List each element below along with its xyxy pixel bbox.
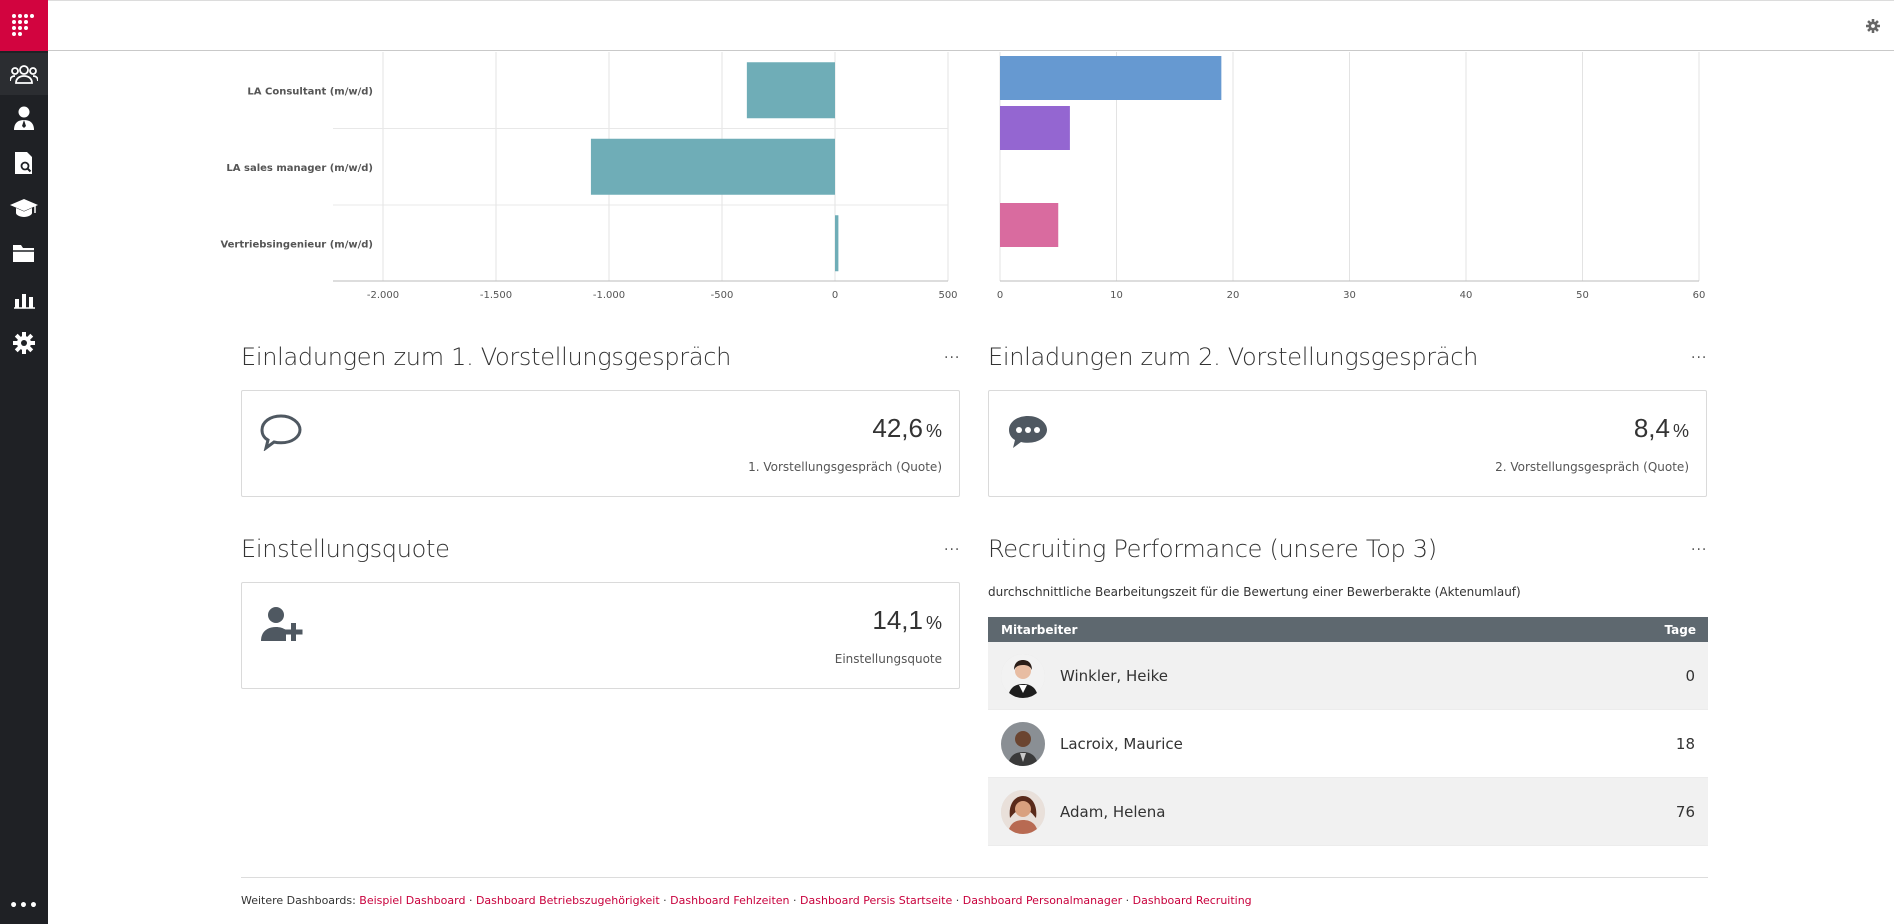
column-header-days: Tage — [1664, 622, 1696, 637]
sidebar: ••• — [0, 0, 48, 924]
avatar — [1001, 790, 1045, 834]
kpi-value-interview2: 8,4% — [1633, 413, 1689, 443]
widget-menu-recruiting-performance[interactable]: ... — [1691, 538, 1708, 554]
x-tick-label: 10 — [1110, 290, 1123, 301]
widget-title-recruiting-performance: Recruiting Performance (unsere Top 3) — [988, 535, 1437, 563]
footer-divider — [241, 877, 1708, 878]
kpi-value-hiring-rate: 14,1% — [872, 605, 942, 635]
widget-title-interview2: Einladungen zum 2. Vorstellungsgespräch — [988, 343, 1479, 371]
footer-link-recruiting[interactable]: Dashboard Recruiting — [1132, 894, 1252, 907]
footer-separator: · — [1125, 894, 1130, 907]
sidebar-item-settings[interactable] — [0, 322, 48, 364]
folder-icon — [13, 245, 34, 262]
footer-link-personalmanager[interactable]: Dashboard Personalmanager — [962, 894, 1123, 907]
employee-photo-icon — [1001, 722, 1045, 766]
performance-table: Mitarbeiter Tage Winkler, Heike 0 Lacroi… — [988, 617, 1708, 846]
employee-name: Lacroix, Maurice — [1060, 734, 1183, 753]
sidebar-item-documents[interactable] — [0, 142, 48, 184]
table-row[interactable]: Lacroix, Maurice 18 — [988, 710, 1708, 778]
employee-photo-icon — [1001, 654, 1045, 698]
footer-separator: · — [955, 894, 960, 907]
footer-prefix: Weitere Dashboards: — [241, 894, 356, 907]
sidebar-item-training[interactable] — [0, 187, 48, 229]
kpi-card-hiring-rate: 14,1% Einstellungsquote — [241, 582, 960, 689]
widget-description: durchschnittliche Bearbeitungszeit für d… — [988, 585, 1521, 599]
bar — [590, 138, 835, 195]
x-tick-label: 50 — [1576, 290, 1589, 301]
kpi-card-interview2: 8,4% 2. Vorstellungsgespräch (Quote) — [988, 390, 1707, 497]
bar — [1000, 56, 1222, 100]
kpi-label-interview1: 1. Vorstellungsgespräch (Quote) — [748, 460, 942, 474]
x-tick-label: 30 — [1343, 290, 1356, 301]
sidebar-item-users[interactable] — [0, 53, 48, 95]
x-tick-label: 0 — [997, 290, 1003, 301]
gear-icon[interactable] — [1866, 19, 1880, 33]
avatar — [1001, 722, 1045, 766]
person-icon — [14, 106, 34, 130]
x-tick-label: 60 — [1693, 290, 1706, 301]
column-header-employee: Mitarbeiter — [1001, 622, 1078, 637]
more-button[interactable]: ••• — [9, 898, 39, 914]
category-label: LA sales manager (m/w/d) — [226, 163, 373, 174]
x-tick-label: 500 — [938, 290, 957, 301]
category-label: LA Consultant (m/w/d) — [247, 86, 373, 97]
x-tick-label: -1.500 — [480, 290, 512, 301]
logo-dots-icon — [12, 13, 34, 36]
kpi-label-hiring-rate: Einstellungsquote — [834, 652, 942, 666]
sidebar-item-reports[interactable] — [0, 277, 48, 319]
employee-name: Adam, Helena — [1060, 802, 1166, 821]
widget-menu-hiring-rate[interactable]: ... — [944, 538, 961, 554]
add-user-icon — [261, 607, 303, 641]
employee-days: 76 — [1675, 802, 1695, 821]
avatar — [1001, 654, 1045, 698]
widget-title-interview1: Einladungen zum 1. Vorstellungsgespräch — [241, 343, 732, 371]
footer-link-persis-startseite[interactable]: Dashboard Persis Startseite — [800, 894, 953, 907]
kpi-label-interview2: 2. Vorstellungsgespräch (Quote) — [1495, 460, 1689, 474]
footer-separator: · — [793, 894, 797, 907]
bar — [746, 62, 835, 119]
kpi-card-interview1: 42,6% 1. Vorstellungsgespräch (Quote) — [241, 390, 960, 497]
sidebar-item-files[interactable] — [0, 232, 48, 274]
app-logo[interactable] — [0, 0, 48, 51]
employee-days: 0 — [1685, 666, 1695, 685]
employee-name: Winkler, Heike — [1060, 666, 1169, 685]
bar — [835, 215, 839, 272]
top-bar — [48, 0, 1894, 51]
sidebar-item-person[interactable] — [0, 97, 48, 139]
footer-link-beispiel[interactable]: Beispiel Dashboard — [359, 894, 466, 907]
employee-photo-icon — [1001, 790, 1045, 834]
footer-separator: · — [663, 894, 667, 907]
bar — [1000, 203, 1059, 247]
settings-icon — [13, 332, 35, 354]
x-tick-label: 40 — [1460, 290, 1473, 301]
bar — [1000, 106, 1070, 150]
table-row[interactable]: Adam, Helena 76 — [988, 778, 1708, 846]
footer: Weitere Dashboards: Beispiel Dashboard ·… — [241, 894, 1252, 907]
table-header: Mitarbeiter Tage — [988, 617, 1708, 642]
widget-menu-interview2[interactable]: ... — [1691, 346, 1708, 362]
chat-dots-icon — [1009, 416, 1047, 448]
x-tick-label: 20 — [1227, 290, 1240, 301]
widget-menu-interview1[interactable]: ... — [944, 346, 961, 362]
footer-separator: · — [468, 894, 473, 907]
document-search-icon — [15, 152, 32, 174]
footer-link-fehlzeiten[interactable]: Dashboard Fehlzeiten — [670, 894, 790, 907]
kpi-value-interview1: 42,6% — [872, 413, 942, 443]
graduation-cap-icon — [10, 199, 38, 217]
users-icon — [10, 65, 38, 84]
widget-title-hiring-rate: Einstellungsquote — [241, 535, 450, 563]
footer-link-betriebszugehoerigkeit[interactable]: Dashboard Betriebszugehörigkeit — [475, 894, 660, 907]
x-tick-label: 0 — [832, 290, 838, 301]
speech-bubble-icon — [260, 414, 302, 451]
x-tick-label: -1.000 — [593, 290, 625, 301]
employee-days: 18 — [1675, 734, 1695, 753]
category-label: Vertriebsingenieur (m/w/d) — [220, 239, 373, 250]
table-row[interactable]: Winkler, Heike 0 — [988, 642, 1708, 710]
chart-icon — [14, 294, 35, 309]
x-tick-label: -2.000 — [367, 290, 399, 301]
x-tick-label: -500 — [711, 290, 734, 301]
